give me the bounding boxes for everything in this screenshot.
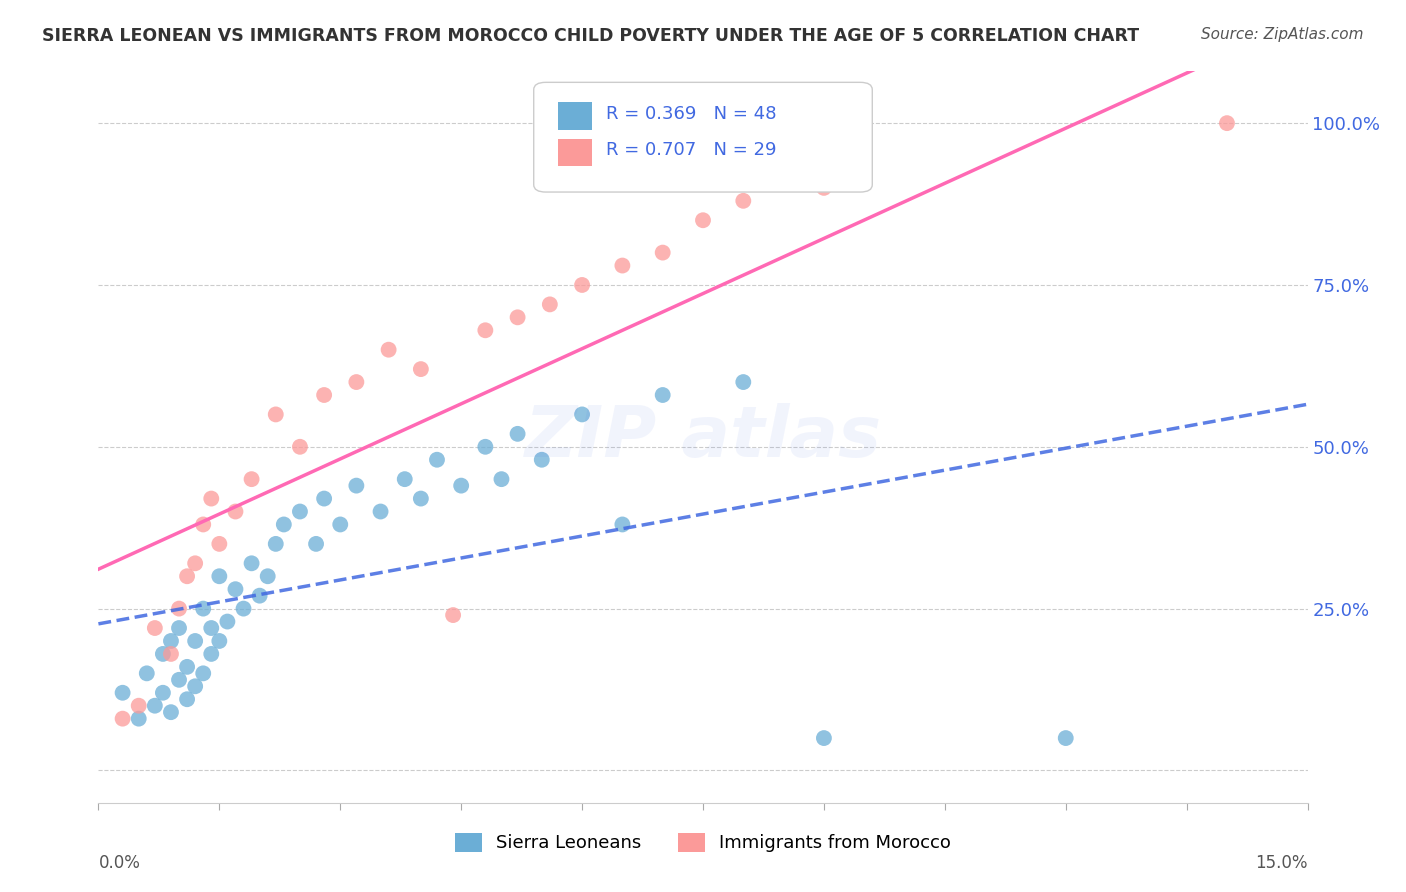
Point (167, 673, 190, 687)
Point (224, 582, 246, 597)
FancyBboxPatch shape (558, 138, 592, 167)
Text: R = 0.707   N = 29: R = 0.707 N = 29 (606, 141, 776, 160)
Point (193, 517, 215, 532)
Point (111, 686, 134, 700)
Point (409, 362, 432, 376)
Point (733, 375, 755, 389)
Point (193, 601, 215, 615)
Point (1216, 116, 1239, 130)
Text: R = 0.369   N = 48: R = 0.369 N = 48 (606, 104, 776, 123)
Point (184, 679, 207, 693)
Point (152, 686, 174, 700)
Point (612, 259, 634, 273)
Point (273, 517, 295, 532)
Point (208, 569, 231, 583)
Point (217, 615, 239, 629)
Point (232, 601, 254, 615)
Point (167, 601, 190, 615)
Point (143, 621, 166, 635)
Point (530, 452, 553, 467)
Point (370, 504, 392, 518)
Point (176, 569, 198, 583)
Point (474, 323, 496, 337)
Point (426, 452, 449, 467)
Text: 0.0%: 0.0% (98, 854, 141, 872)
Point (240, 557, 263, 571)
Point (288, 440, 311, 454)
Point (409, 491, 432, 506)
Point (344, 478, 367, 492)
Point (224, 504, 246, 518)
Point (314, 388, 336, 402)
Point (152, 647, 174, 661)
Point (208, 634, 231, 648)
Point (394, 472, 416, 486)
Text: ZIP atlas: ZIP atlas (524, 402, 882, 472)
Point (612, 517, 634, 532)
Point (651, 245, 673, 260)
Point (160, 705, 183, 719)
FancyBboxPatch shape (558, 102, 592, 130)
Point (184, 634, 207, 648)
Point (329, 517, 352, 532)
Point (538, 297, 561, 311)
Text: SIERRA LEONEAN VS IMMIGRANTS FROM MOROCCO CHILD POVERTY UNDER THE AGE OF 5 CORRE: SIERRA LEONEAN VS IMMIGRANTS FROM MOROCC… (42, 27, 1139, 45)
FancyBboxPatch shape (534, 82, 872, 192)
Point (264, 537, 287, 551)
Point (167, 621, 190, 635)
Point (813, 181, 835, 195)
Text: Source: ZipAtlas.com: Source: ZipAtlas.com (1201, 27, 1364, 42)
Point (143, 698, 166, 713)
Point (184, 557, 207, 571)
Point (1054, 731, 1077, 745)
Point (111, 712, 134, 726)
Legend: Sierra Leoneans, Immigrants from Morocco: Sierra Leoneans, Immigrants from Morocco (447, 826, 959, 860)
Point (377, 343, 399, 357)
Point (200, 491, 222, 506)
Point (264, 408, 287, 422)
Point (571, 408, 593, 422)
Point (176, 692, 198, 706)
Point (200, 647, 222, 661)
Point (256, 569, 278, 583)
Point (160, 634, 183, 648)
Point (240, 472, 263, 486)
Point (135, 666, 157, 681)
Point (692, 213, 714, 227)
Point (651, 388, 673, 402)
Point (733, 194, 755, 208)
Point (506, 310, 529, 325)
Point (344, 375, 367, 389)
Point (491, 472, 513, 486)
Point (571, 277, 593, 292)
Point (200, 621, 222, 635)
Point (160, 647, 183, 661)
Point (288, 504, 311, 518)
Point (176, 660, 198, 674)
Point (314, 491, 336, 506)
Point (441, 608, 464, 623)
Point (305, 537, 328, 551)
Point (249, 589, 271, 603)
Text: 15.0%: 15.0% (1256, 854, 1308, 872)
Point (128, 712, 150, 726)
Point (208, 537, 231, 551)
Point (450, 478, 472, 492)
Point (128, 698, 150, 713)
Point (506, 426, 529, 441)
Point (193, 666, 215, 681)
Point (474, 440, 496, 454)
Point (813, 731, 835, 745)
